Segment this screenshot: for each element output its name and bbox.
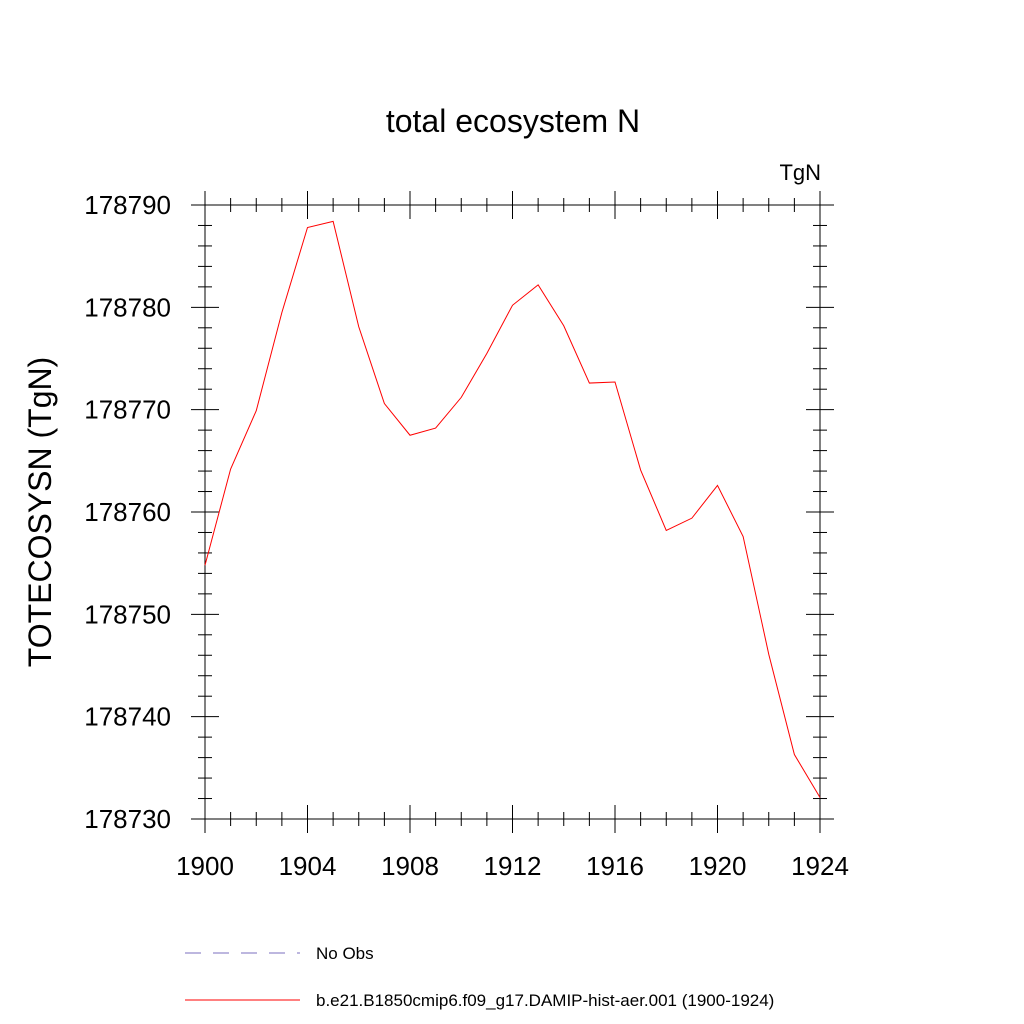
legend: No Obs b.e21.B1850cmip6.f09_g17.DAMIP-hi… — [185, 944, 774, 1010]
plot-frame — [204, 204, 821, 820]
y-tick-label: 178730 — [84, 804, 171, 834]
x-tick-label: 1904 — [279, 851, 337, 881]
x-tick-labels: 1900 1904 1908 1912 1916 1920 1924 — [176, 851, 849, 881]
y-tick-label: 178790 — [84, 190, 171, 220]
x-tick-label: 1920 — [689, 851, 747, 881]
x-tick-label: 1916 — [586, 851, 644, 881]
x-tick-label: 1912 — [484, 851, 542, 881]
series-line — [204, 220, 821, 798]
y-tick-label: 178750 — [84, 599, 171, 629]
x-tick-label: 1924 — [791, 851, 849, 881]
units-label: TgN — [779, 160, 821, 185]
y-axis-label: TOTECOSYSN (TgN) — [22, 357, 58, 668]
y-tick-label: 178760 — [84, 497, 171, 527]
y-tick-label: 178780 — [84, 292, 171, 322]
x-tick-label: 1900 — [176, 851, 234, 881]
axis-ticks — [191, 191, 834, 833]
x-tick-label: 1908 — [381, 851, 439, 881]
y-tick-labels: 178730 178740 178750 178760 178770 178780 1787… — [84, 190, 171, 834]
legend-label-series: b.e21.B1850cmip6.f09_g17.DAMIP-hist-aer.… — [316, 991, 774, 1010]
y-tick-label: 178740 — [84, 702, 171, 732]
chart-title: total ecosystem N — [386, 103, 640, 139]
y-tick-label: 178770 — [84, 395, 171, 425]
legend-label-no-obs: No Obs — [316, 944, 374, 963]
